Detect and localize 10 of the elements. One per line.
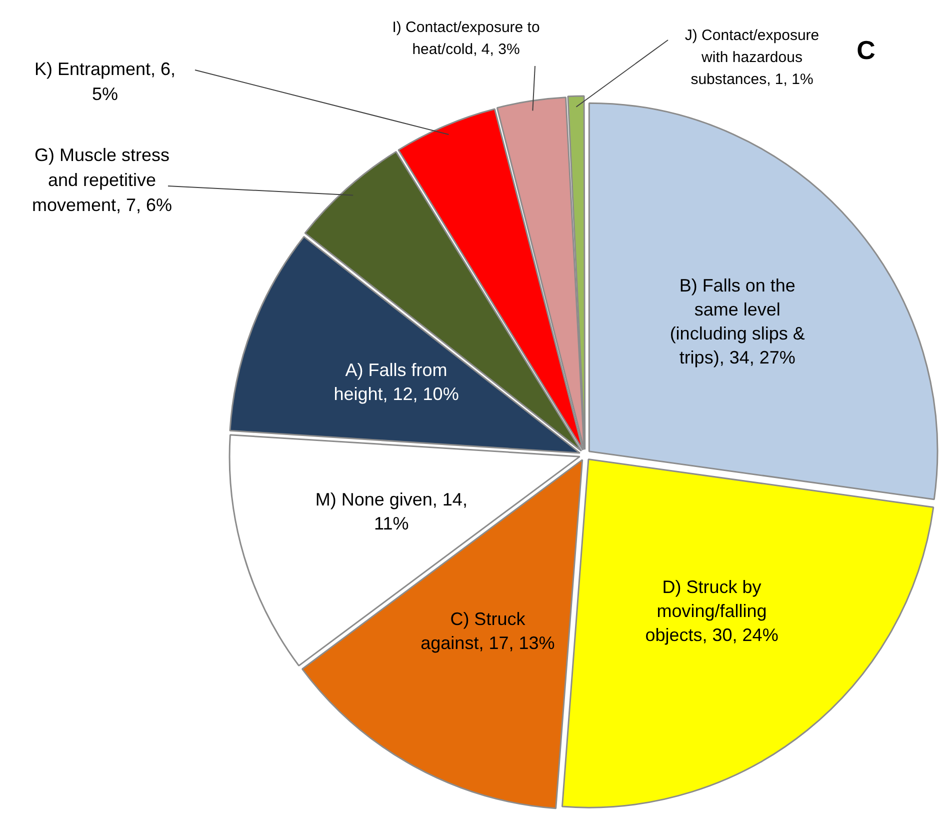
slice-label: A) Falls from height, 12, 10% — [334, 360, 459, 404]
slice-label: D) Struck by moving/falling objects, 30, 24% — [645, 577, 778, 646]
slice-label: I) Contact/exposure to heat/cold, 4, 3% — [392, 19, 540, 58]
slice-label: M) None given, 14, 11% — [315, 490, 468, 534]
slice-label: B) Falls on the same level (including slips & trips), 34, 27% — [670, 275, 805, 368]
text: C — [856, 35, 876, 66]
slice-label: G) Muscle stress and repetitive movement, 7, 6% — [32, 144, 172, 215]
slice-label: J) Contact/exposure with hazardous substances, 1, 1% — [684, 27, 820, 88]
slice-label: C) Struck against, 17, 13% — [420, 608, 555, 653]
slice-label: K) Entrapment, 6, 5% — [34, 58, 176, 104]
